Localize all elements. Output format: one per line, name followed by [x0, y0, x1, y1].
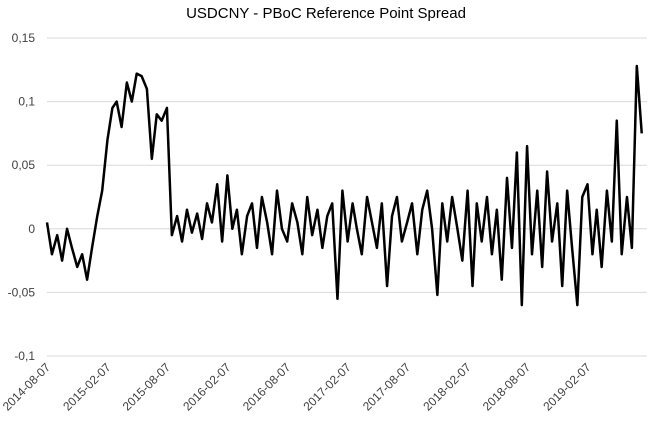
y-tick-label: 0,05 [12, 158, 36, 172]
y-tick-label: -0,05 [8, 285, 36, 299]
x-tick-label: 2015-02-07 [60, 360, 114, 414]
x-tick-label: 2017-08-07 [360, 360, 414, 414]
x-tick-label: 2019-02-07 [540, 360, 594, 414]
data-line [45, 64, 643, 307]
x-tick-label: 2015-08-07 [120, 360, 174, 414]
y-tick-label: -0,1 [14, 349, 35, 363]
x-tick-label: 2016-02-07 [180, 360, 234, 414]
chart-title: USDCNY - PBoC Reference Point Spread [186, 5, 466, 22]
x-tick-label: 2018-08-07 [480, 360, 534, 414]
y-tick-label: 0,15 [12, 31, 36, 45]
x-tick-label: 2018-02-07 [420, 360, 474, 414]
x-tick-label: 2017-02-07 [300, 360, 354, 414]
y-tick-label: 0 [28, 222, 35, 236]
x-tick-label: 2016-08-07 [240, 360, 294, 414]
y-tick-label: 0,1 [18, 95, 35, 109]
x-tick-label: 2014-08-07 [0, 360, 53, 414]
